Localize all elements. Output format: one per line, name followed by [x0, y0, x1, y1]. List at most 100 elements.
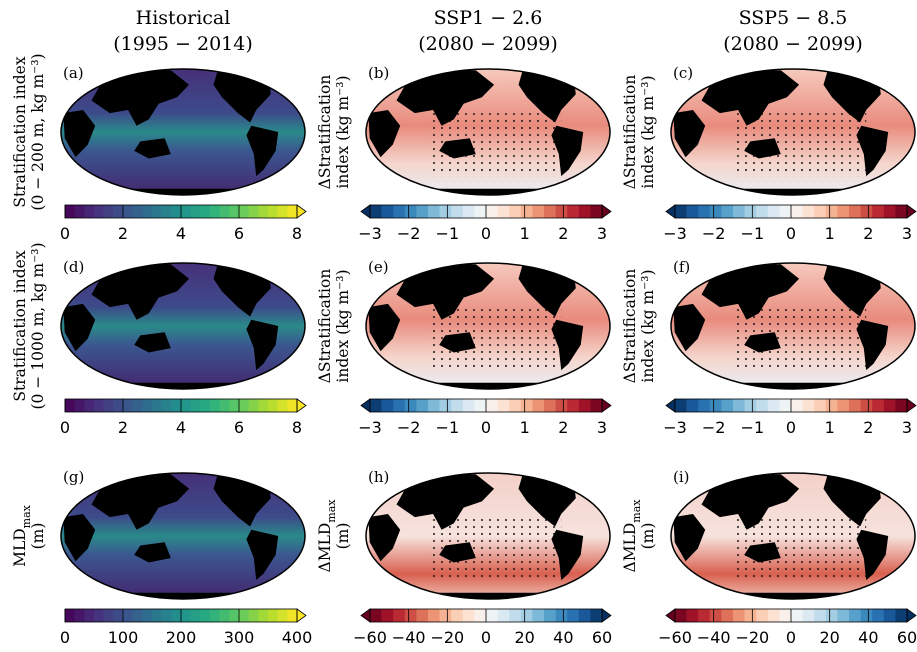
colorbar-segment: [544, 399, 556, 412]
map-panel: [60, 68, 306, 196]
colorbar-segment: [171, 205, 182, 218]
panel-label: (b): [368, 64, 389, 82]
colorbar-tick-label: 20: [819, 628, 839, 647]
continent: [73, 382, 293, 389]
continent: [683, 188, 903, 195]
panel-label: (h): [368, 468, 389, 486]
colorbar-segment: [370, 609, 382, 622]
continent: [378, 382, 598, 389]
colorbar-segment: [370, 399, 382, 412]
continent: [823, 266, 881, 317]
colorbar-extend-min: [665, 204, 676, 219]
colorbar-segment: [181, 399, 191, 412]
colorbar-segment: [103, 205, 114, 218]
colorbar-extend-max: [296, 608, 307, 623]
continent: [856, 529, 889, 581]
colorbar-tick-label: 400: [282, 628, 313, 647]
colorbar-segment: [381, 609, 394, 622]
colorbar-tick-label: 0: [60, 418, 70, 437]
colorbar-segment: [532, 609, 545, 622]
colorbar-segment: [229, 399, 240, 412]
colorbar-segment: [113, 399, 124, 412]
colorbar-tick-label: −60: [353, 628, 387, 647]
colorbar-segment: [219, 205, 230, 218]
colorbar-segment: [849, 609, 861, 622]
colorbar-segment: [370, 205, 382, 218]
continent: [213, 266, 271, 317]
colorbar-segment: [779, 399, 792, 412]
colorbar-segment: [744, 205, 757, 218]
colorbar-segment: [544, 609, 556, 622]
colorbar-tick-label: −3: [358, 418, 382, 437]
colorbar-segment: [756, 399, 769, 412]
colorbar-segment: [381, 205, 394, 218]
continent: [63, 303, 96, 352]
colorbar-segment: [698, 205, 711, 218]
colorbar-segment: [439, 609, 452, 622]
colorbar-segment: [428, 205, 440, 218]
colorbar-segment: [277, 609, 288, 622]
y-label-main: Stratification index: [11, 56, 29, 207]
colorbar-segment: [486, 205, 498, 218]
colorbar-segment: [190, 399, 201, 412]
colorbar-segment: [210, 609, 220, 622]
colorbar-segment: [675, 609, 687, 622]
map-panel: [365, 472, 611, 600]
colorbar-segment: [895, 609, 908, 622]
continent: [91, 474, 190, 530]
colorbar-segment: [65, 205, 75, 218]
colorbar-segment: [686, 609, 699, 622]
continent: [396, 474, 495, 530]
map-panel: [60, 262, 306, 390]
map-border: [365, 472, 611, 600]
y-label-line2: (0 − 1000 m, kg m⁻³): [29, 242, 47, 409]
continent: [134, 542, 171, 563]
colorbar-tick-label: 2: [558, 418, 568, 437]
continent: [396, 70, 495, 126]
continent: [368, 303, 401, 352]
colorbar-segment: [210, 399, 220, 412]
colorbar-segment: [837, 399, 850, 412]
colorbar-segment: [268, 609, 278, 622]
colorbar-segment: [229, 609, 240, 622]
colorbar-segment: [123, 399, 133, 412]
colorbar-segment: [590, 609, 603, 622]
colorbar-tick-label: 300: [224, 628, 255, 647]
colorbar-extend-max: [601, 398, 612, 413]
y-label: ΔMLDmax: [316, 499, 338, 573]
y-label-main: MLD: [11, 528, 29, 567]
colorbar-segment: [709, 399, 722, 412]
colorbar-segment: [161, 609, 172, 622]
colorbar-segment: [200, 205, 211, 218]
column-period: (2080 − 2099): [418, 33, 558, 55]
continent: [856, 125, 889, 177]
colorbar-segment: [65, 609, 75, 622]
colorbar-segment: [721, 205, 734, 218]
column-period: (2080 − 2099): [723, 33, 863, 55]
colorbar-tick-label: 3: [902, 418, 912, 437]
y-label: Stratification index: [11, 56, 29, 207]
continent: [91, 70, 190, 126]
colorbar-segment: [152, 609, 162, 622]
continent: [134, 138, 171, 159]
colorbar-segment: [103, 399, 114, 412]
colorbar-segment: [555, 609, 568, 622]
continent: [683, 592, 903, 599]
colorbar-segment: [152, 399, 162, 412]
colorbar-segment: [132, 205, 143, 218]
colorbar-segment: [451, 609, 464, 622]
continent: [673, 303, 706, 352]
colorbar-tick-label: −2: [702, 418, 726, 437]
colorbar-segment: [84, 609, 95, 622]
colorbar-segment: [200, 399, 211, 412]
colorbar-segment: [814, 399, 827, 412]
colorbar-segment: [416, 609, 429, 622]
colorbar-segment: [113, 205, 124, 218]
y-label-main: ΔStratification: [621, 269, 639, 384]
colorbar-segment: [239, 609, 249, 622]
colorbar-segment: [132, 399, 143, 412]
colorbar-segment: [486, 609, 498, 622]
colorbar-extend-max: [296, 398, 307, 413]
